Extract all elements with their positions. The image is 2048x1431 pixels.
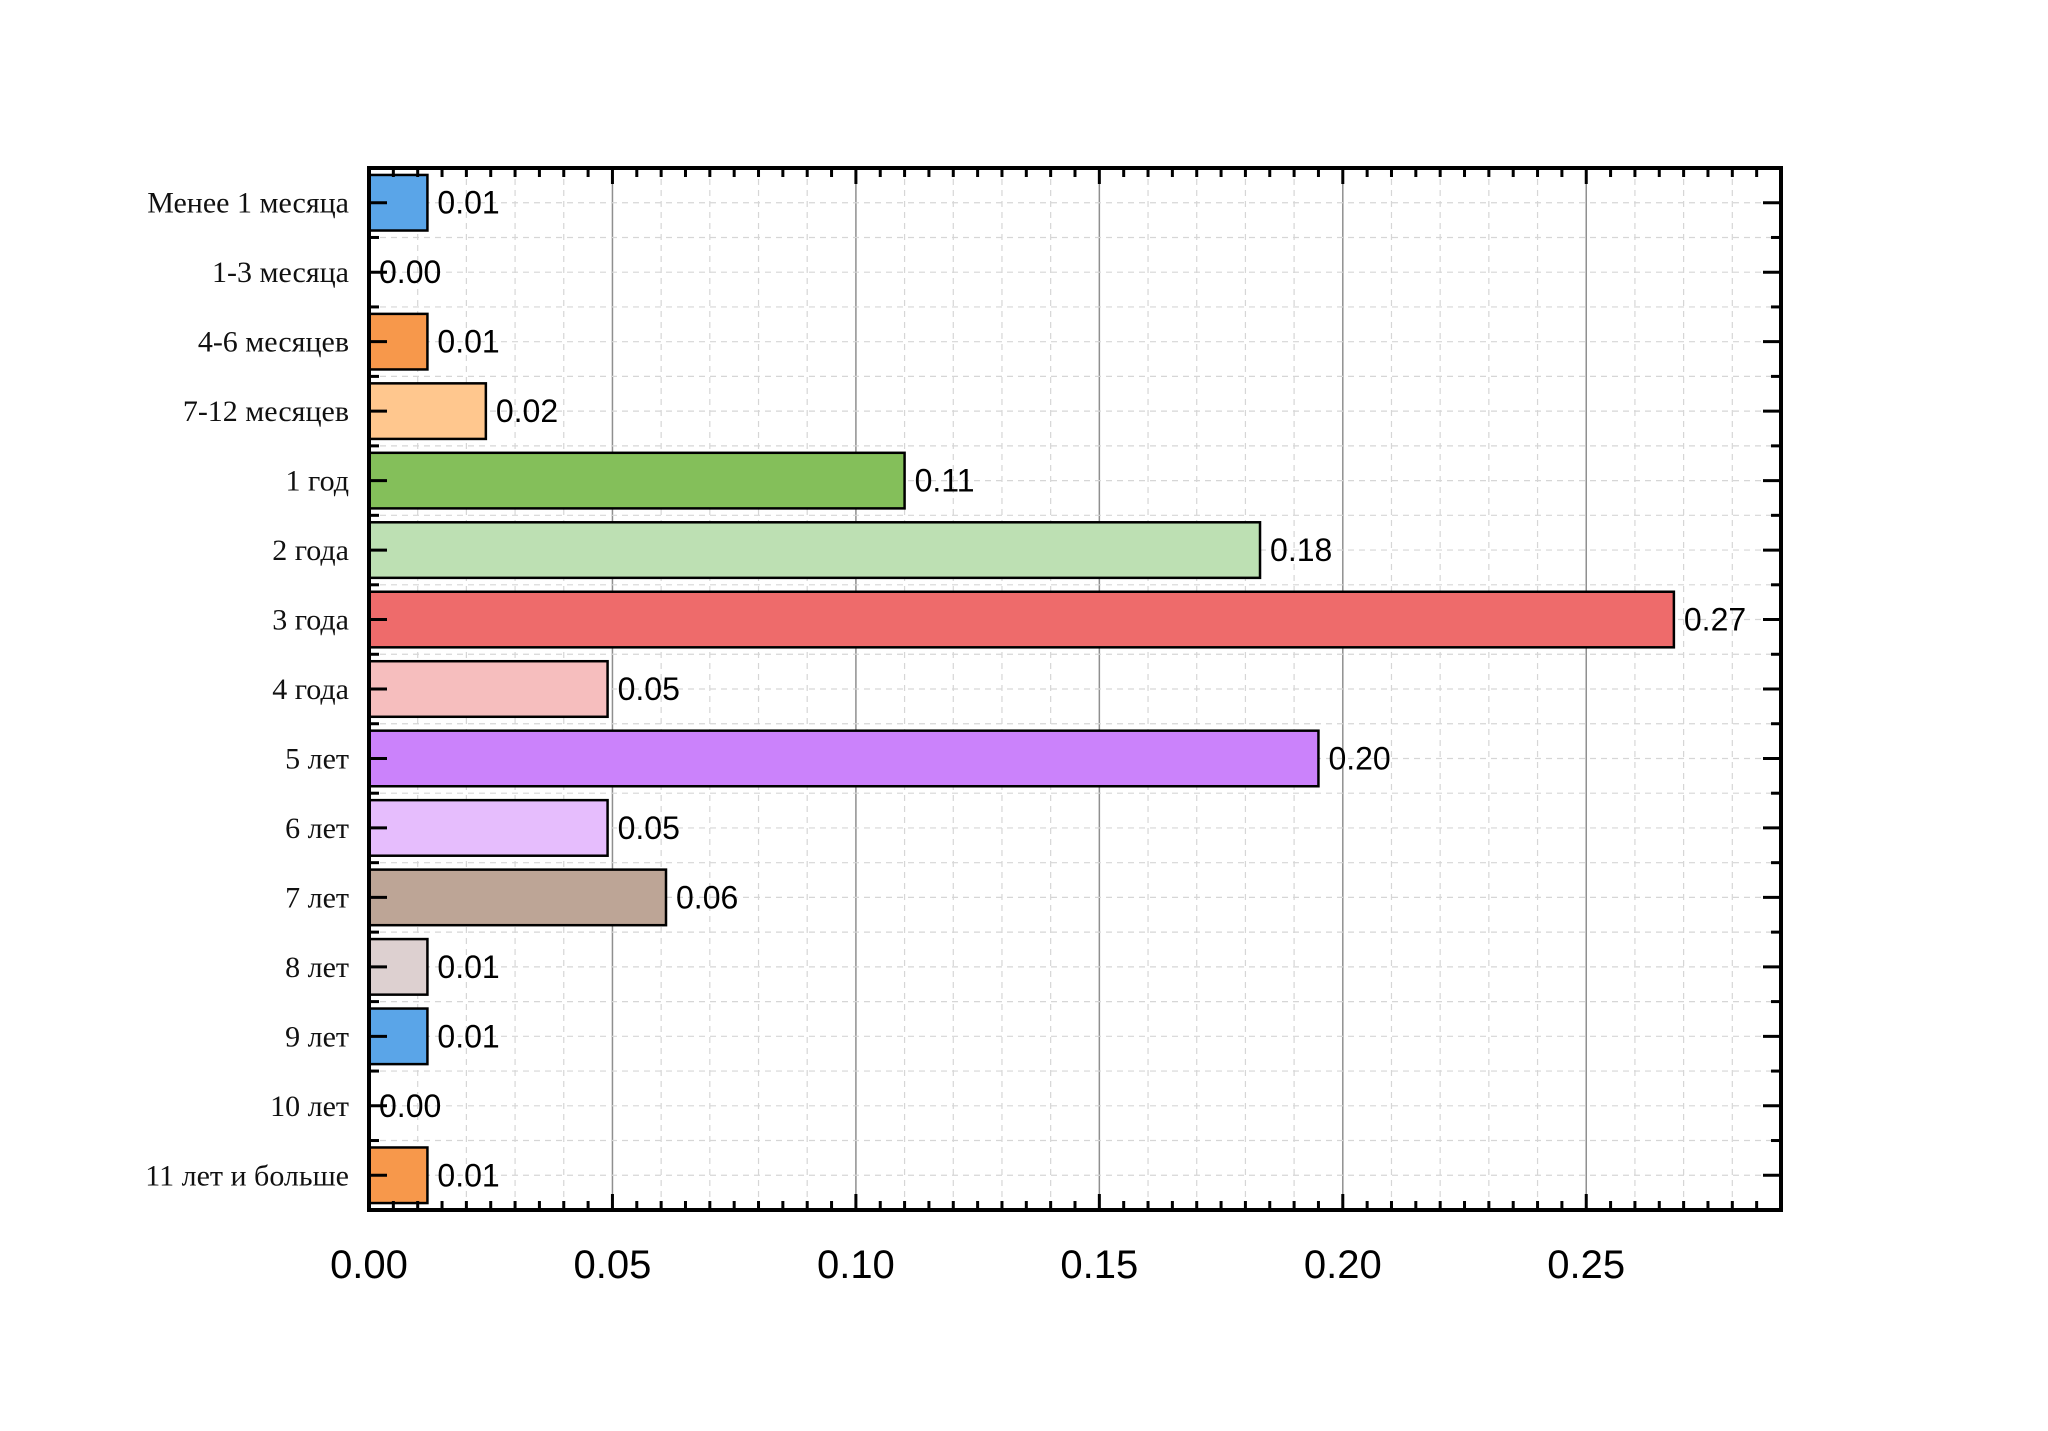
x-tick-label: 0.10: [817, 1243, 895, 1287]
value-label: 0.11: [915, 463, 975, 499]
value-label: 0.02: [496, 393, 558, 429]
category-label: 9 лет: [285, 1020, 349, 1053]
category-label: 10 лет: [270, 1090, 349, 1123]
category-label: 1-3 месяца: [212, 256, 349, 289]
value-label: 0.01: [437, 1018, 499, 1054]
value-label: 0.05: [618, 810, 680, 846]
category-label: 5 лет: [285, 742, 349, 775]
x-tick-label: 0.25: [1547, 1243, 1625, 1287]
x-tick-label: 0.20: [1304, 1243, 1382, 1287]
value-label: 0.05: [618, 671, 680, 707]
axes: [367, 166, 1783, 1212]
value-label: 0.01: [437, 185, 499, 221]
category-label: 8 лет: [285, 951, 349, 984]
labels: 0.01 Менее 1 месяца 0.00 1-3 месяца 0.01 4-6 …: [145, 185, 1746, 1287]
value-label: 0.00: [379, 254, 441, 290]
category-label: 11 лет и больше: [145, 1159, 349, 1192]
x-tick-label: 0.05: [574, 1243, 652, 1287]
category-label: 7 лет: [285, 881, 349, 914]
value-label: 0.20: [1328, 740, 1390, 776]
category-label: 4 года: [272, 673, 349, 706]
bar: [367, 451, 906, 510]
category-label: 3 года: [272, 604, 349, 637]
x-tick-label: 0.15: [1060, 1243, 1138, 1287]
bar: [367, 521, 1262, 580]
value-label: 0.27: [1684, 602, 1746, 638]
category-label: 1 год: [286, 465, 349, 498]
value-label: 0.01: [437, 324, 499, 360]
value-label: 0.01: [437, 1157, 499, 1193]
value-label: 0.01: [437, 949, 499, 985]
bar: [367, 729, 1320, 788]
category-label: 4-6 месяцев: [198, 326, 349, 359]
value-label: 0.00: [379, 1088, 441, 1124]
bar: [367, 659, 609, 719]
bar: [367, 798, 609, 857]
bar: [367, 1007, 429, 1066]
value-label: 0.06: [676, 879, 738, 915]
category-label: 6 лет: [285, 812, 349, 845]
x-tick-label: 0.00: [330, 1243, 408, 1287]
category-label: Менее 1 месяца: [147, 187, 349, 220]
bar: [367, 868, 668, 927]
value-label: 0.18: [1270, 532, 1332, 568]
bar: [367, 382, 488, 441]
category-label: 7-12 месяцев: [183, 395, 349, 428]
category-label: 2 года: [272, 534, 349, 567]
bar: [367, 590, 1676, 649]
